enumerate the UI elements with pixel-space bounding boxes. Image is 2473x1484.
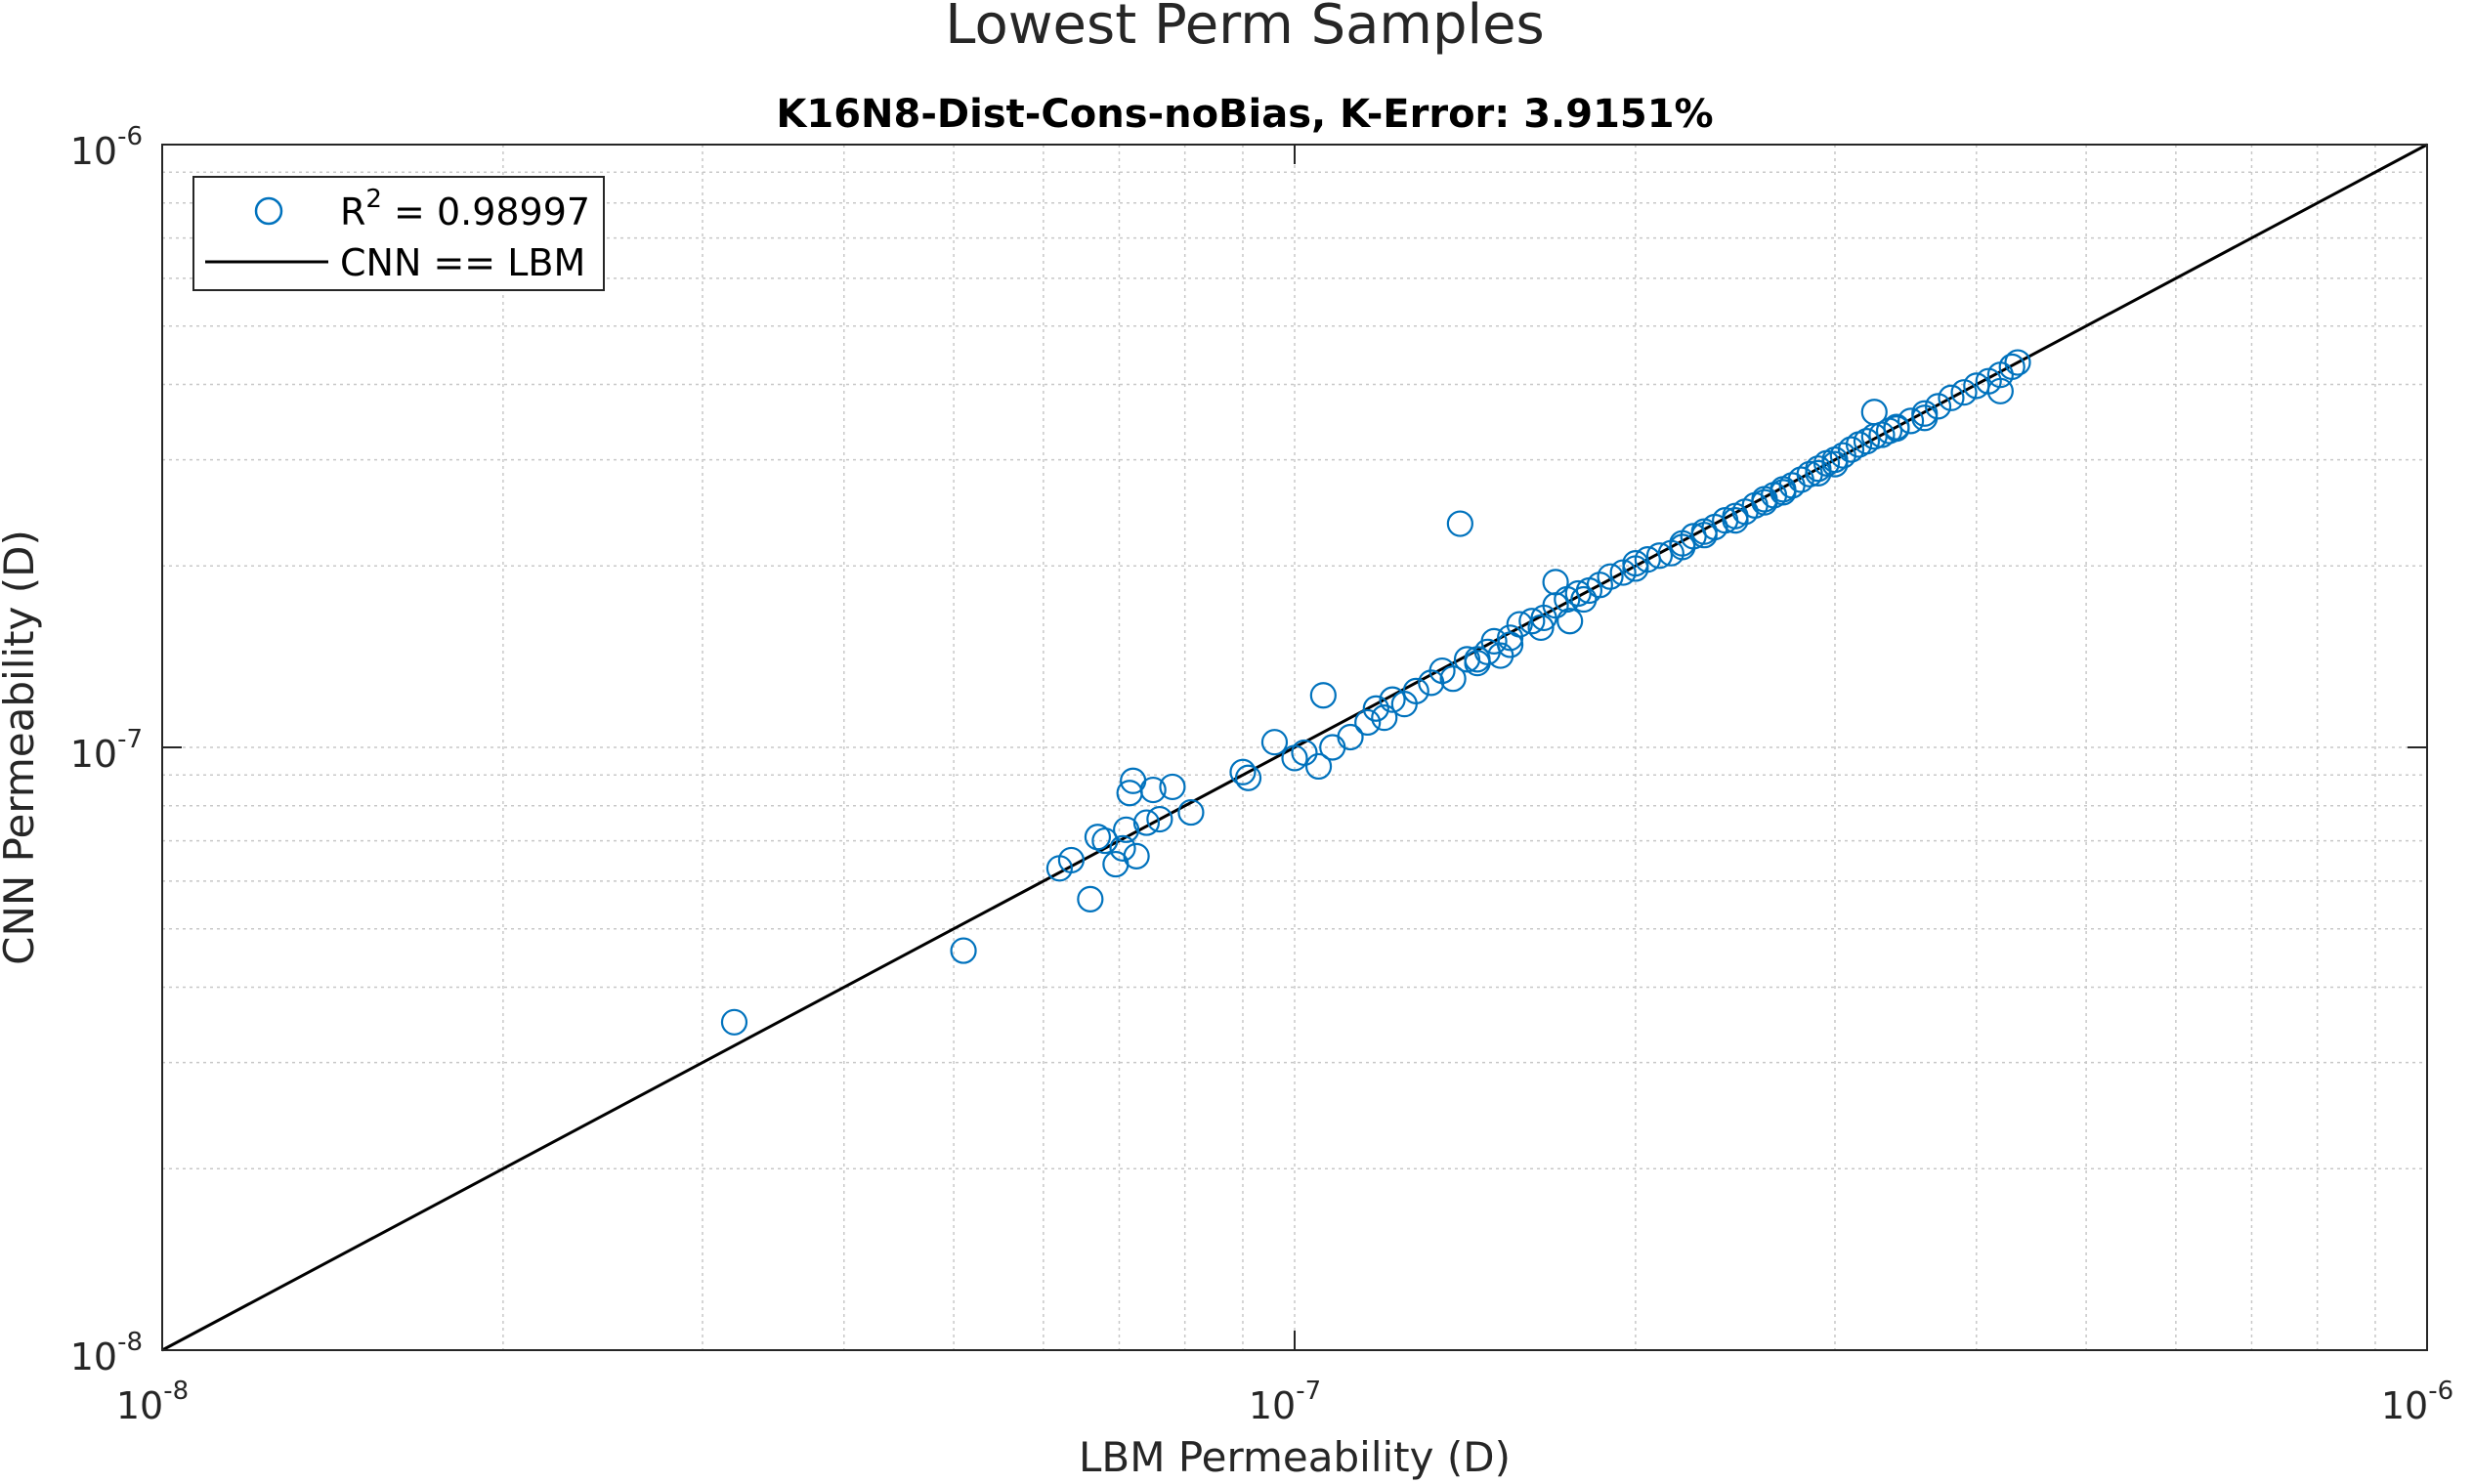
x-tick-base: 10	[2381, 1384, 2428, 1427]
scatter-point	[1446, 510, 1473, 537]
scatter-point	[1805, 459, 1832, 487]
legend-scatter-prefix: R	[340, 191, 365, 233]
scatter-point	[1897, 407, 1925, 435]
scatter-point	[1304, 752, 1333, 781]
x-tick-base: 10	[116, 1384, 163, 1427]
chart-title: Lowest Perm Samples	[945, 0, 1544, 57]
scatter-point	[1837, 436, 1865, 463]
x-tick-label: 10-7	[1249, 1377, 1321, 1427]
y-tick-label: 10-6	[70, 122, 143, 173]
y-tick-label: 10-7	[70, 725, 143, 776]
data-points	[720, 349, 2031, 1036]
legend-line-label: CNN == LBM	[340, 241, 585, 284]
scatter-point	[1496, 624, 1524, 652]
scatter-point	[1669, 533, 1696, 561]
scatter-point	[1109, 834, 1136, 862]
scatter-point	[1464, 646, 1491, 673]
scatter-point	[1938, 384, 1965, 411]
scatter-point	[1853, 428, 1881, 455]
y-tick-base: 10	[70, 130, 117, 173]
scatter-point	[1570, 585, 1598, 614]
legend-box	[192, 176, 605, 291]
scatter-point	[720, 1008, 748, 1036]
y-tick-labels: 10-810-710-6	[70, 122, 143, 1378]
x-tick-exponent: -7	[1296, 1377, 1321, 1406]
y-tick-exponent: -6	[117, 122, 143, 151]
scatter-point	[1883, 415, 1910, 443]
scatter-point	[1527, 614, 1555, 642]
scatter-point	[1518, 608, 1546, 635]
scatter-point	[1113, 816, 1140, 843]
scatter-point	[1362, 695, 1389, 722]
scatter-point	[1453, 646, 1481, 673]
y-axis-label: CNN Permeability (D)	[0, 530, 43, 965]
scatter-point	[1542, 569, 1569, 596]
legend-scatter-suffix: = 0.98997	[382, 191, 590, 233]
x-axis-label: LBM Permeability (D)	[1079, 1433, 1511, 1481]
y-tick-label: 10-8	[70, 1328, 143, 1378]
scatter-point	[1146, 805, 1173, 833]
x-tick-label: 10-6	[2381, 1377, 2453, 1427]
scatter-point	[1597, 563, 1624, 590]
scatter-point	[1057, 846, 1086, 874]
scatter-point	[1622, 555, 1649, 582]
scatter-point	[1123, 842, 1150, 869]
scatter-point	[1132, 809, 1161, 836]
scatter-point	[1586, 572, 1613, 599]
scatter-point	[1402, 677, 1429, 704]
x-tick-labels: 10-8 10-7 10-6	[116, 1377, 2453, 1427]
y-tick-base: 10	[70, 733, 117, 776]
scatter-point	[1379, 686, 1406, 713]
scatter-point	[1645, 542, 1674, 570]
y-tick-base: 10	[70, 1336, 117, 1378]
y-tick-exponent: -8	[117, 1328, 143, 1357]
scatter-point	[950, 937, 977, 964]
scatter-point	[1354, 708, 1382, 737]
scatter-point	[1690, 522, 1718, 549]
scatter-point	[1722, 507, 1749, 534]
scatter-point	[1911, 404, 1939, 432]
scatter-point	[1234, 764, 1262, 791]
scatter-point	[1260, 729, 1289, 756]
scatter-point	[1622, 549, 1649, 577]
scatter-point	[1229, 758, 1257, 785]
scatter-point	[1556, 608, 1584, 635]
x-tick-exponent: -6	[2428, 1377, 2453, 1406]
legend-scatter-marker	[254, 196, 283, 226]
scatter-point	[1506, 611, 1533, 638]
scatter-point	[1091, 827, 1119, 855]
scatter-point	[1769, 479, 1797, 506]
scatter-point	[1821, 450, 1849, 478]
scatter-point	[1480, 627, 1508, 655]
x-tick-base: 10	[1249, 1384, 1296, 1427]
reference-line	[161, 143, 2428, 1352]
scatter-point	[1077, 885, 1104, 912]
legend: R2 = 0.98997 CNN == LBM	[192, 176, 605, 291]
tick-marks	[162, 145, 2427, 1350]
scatter-point	[1177, 798, 1205, 827]
scatter-point	[1337, 723, 1364, 751]
scatter-point	[1986, 377, 2014, 404]
scatter-point	[1309, 682, 1337, 709]
scatter-point	[1371, 704, 1398, 732]
x-tick-label: 10-8	[116, 1377, 189, 1427]
scatter-point	[1139, 776, 1167, 804]
reference-line-group	[161, 143, 2428, 1352]
scatter-point	[1998, 353, 2025, 380]
legend-scatter-superscript: 2	[365, 185, 382, 214]
chart-subtitle: K16N8-Dist-Cons-noBias, K-Error: 3.9151%	[776, 92, 1713, 137]
x-tick-exponent: -8	[163, 1377, 189, 1406]
scatter-point	[1159, 773, 1186, 801]
scatter-point	[1291, 739, 1318, 767]
scatter-point	[1428, 657, 1456, 685]
scatter-point	[2004, 349, 2031, 376]
legend-scatter-label: R2 = 0.98997	[340, 185, 590, 233]
scatter-point	[1950, 379, 1978, 406]
y-tick-exponent: -7	[117, 725, 143, 754]
